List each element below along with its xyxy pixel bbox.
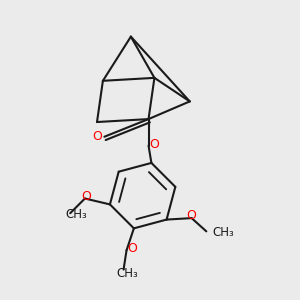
Text: O: O: [81, 190, 91, 203]
Text: CH₃: CH₃: [65, 208, 87, 220]
Text: CH₃: CH₃: [213, 226, 235, 239]
Text: CH₃: CH₃: [116, 268, 138, 281]
Text: O: O: [186, 209, 196, 222]
Text: O: O: [92, 130, 102, 143]
Text: O: O: [127, 242, 137, 256]
Text: O: O: [149, 139, 159, 152]
